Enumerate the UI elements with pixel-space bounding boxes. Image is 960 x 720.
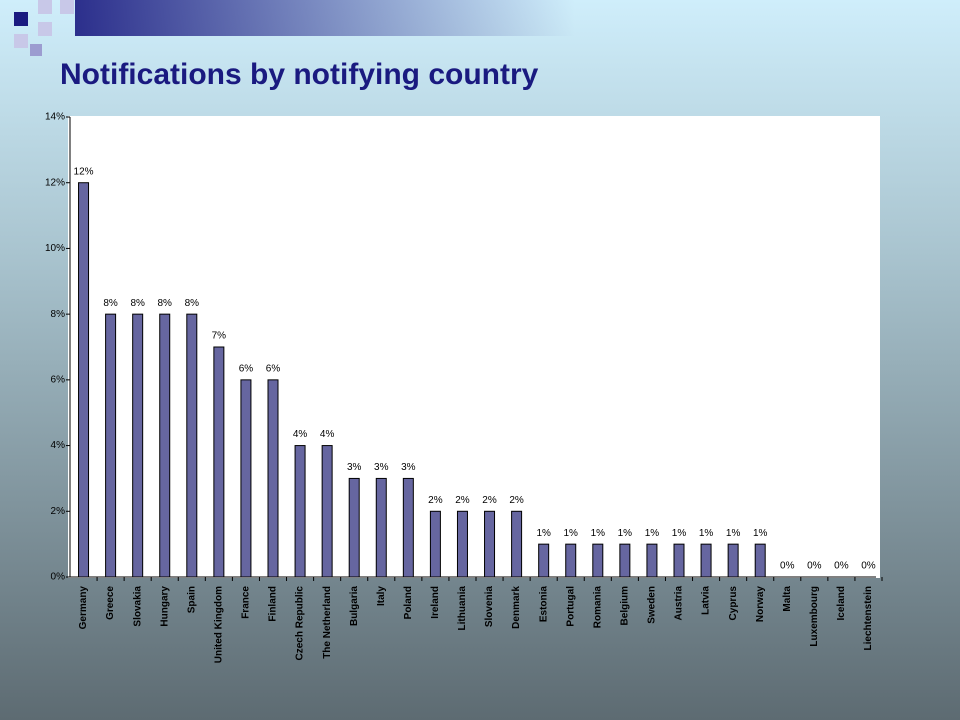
bar [321,445,333,578]
x-tick-label: Cyprus [728,586,739,621]
value-label: 0% [834,561,849,572]
x-tick-label: Iceland [836,586,847,620]
x-tick-label: Poland [403,586,414,619]
x-tick-label: Malta [782,586,793,612]
x-tick-label: Latvia [701,586,712,615]
x-tick-label: Belgium [620,586,631,626]
bar [375,477,387,578]
x-tick-label: Denmark [511,586,522,629]
value-label: 2% [428,495,443,506]
x-tick-label: Slovakia [132,586,143,627]
value-label: 3% [374,462,389,473]
bar [186,313,198,578]
bar [727,543,739,578]
bar [348,477,360,578]
x-tick-label: Hungary [159,586,170,627]
value-label: 3% [401,462,416,473]
value-label: 8% [158,298,173,309]
value-label: 0% [807,561,822,572]
x-tick-label: Ireland [430,586,441,619]
x-tick-label: France [241,586,252,619]
y-tick-label: 4% [51,440,66,451]
chart-title: Notifications by notifying country [60,58,539,91]
bar [402,477,414,578]
bar [592,543,604,578]
bar [429,510,441,578]
value-label: 4% [320,429,335,440]
value-label: 6% [266,363,281,374]
value-label: 1% [672,528,687,539]
x-tick-label: Finland [268,586,279,622]
x-tick-label: Sweden [647,586,658,624]
bar [105,313,117,578]
x-tick-label: Slovenia [484,586,495,628]
x-tick-label: Estonia [538,586,549,623]
bar [213,346,225,578]
x-tick-label: The Netherland [322,586,333,659]
bar [673,543,685,578]
bar [700,543,712,578]
y-tick-label: 12% [45,177,65,188]
x-tick-label: Czech Republic [295,586,306,661]
plot-area [68,116,880,578]
value-label: 12% [74,166,94,177]
decoration [14,0,575,56]
bar [159,313,171,578]
bar [646,543,658,578]
value-label: 2% [482,495,497,506]
bar [294,445,306,578]
value-label: 3% [347,462,362,473]
bar [240,379,252,578]
bar [267,379,279,578]
value-label: 0% [780,561,795,572]
x-tick-label: Germany [78,586,89,630]
value-label: 2% [455,495,470,506]
value-label: 1% [536,528,551,539]
x-tick-label: Norway [755,586,766,623]
bar [78,182,90,578]
x-tick-label: Austria [674,586,685,621]
value-label: 1% [564,528,579,539]
value-label: 4% [293,429,308,440]
value-label: 0% [861,561,876,572]
y-tick-label: 6% [51,374,66,385]
bar [565,543,577,578]
bar [484,510,496,578]
x-tick-label: Liechtenstein [863,586,874,650]
bar [132,313,144,578]
x-tick-label: Italy [376,586,387,606]
value-label: 1% [645,528,660,539]
y-tick-label: 10% [45,243,65,254]
x-tick-label: Spain [186,586,197,613]
value-label: 1% [753,528,768,539]
x-tick-label: Greece [105,586,116,620]
value-label: 6% [239,363,254,374]
x-tick-label: Luxembourg [809,586,820,647]
bar [538,543,550,578]
value-label: 1% [699,528,714,539]
value-label: 7% [212,331,227,342]
value-label: 1% [726,528,741,539]
bar [456,510,468,578]
value-label: 1% [591,528,606,539]
value-label: 8% [185,298,200,309]
value-label: 2% [509,495,524,506]
x-tick-label: Romania [592,586,603,629]
bar [511,510,523,578]
y-tick-label: 0% [51,572,66,583]
value-label: 8% [103,298,118,309]
value-label: 1% [618,528,633,539]
bar [754,543,766,578]
x-tick-label: United Kingdom [214,586,225,663]
y-tick-label: 8% [51,309,66,320]
x-tick-label: Portugal [565,586,576,627]
x-tick-label: Bulgaria [349,586,360,626]
y-tick-label: 14% [45,112,65,123]
x-tick-label: Lithuania [457,586,468,631]
value-label: 8% [130,298,145,309]
bar [619,543,631,578]
y-tick-label: 2% [51,506,66,517]
